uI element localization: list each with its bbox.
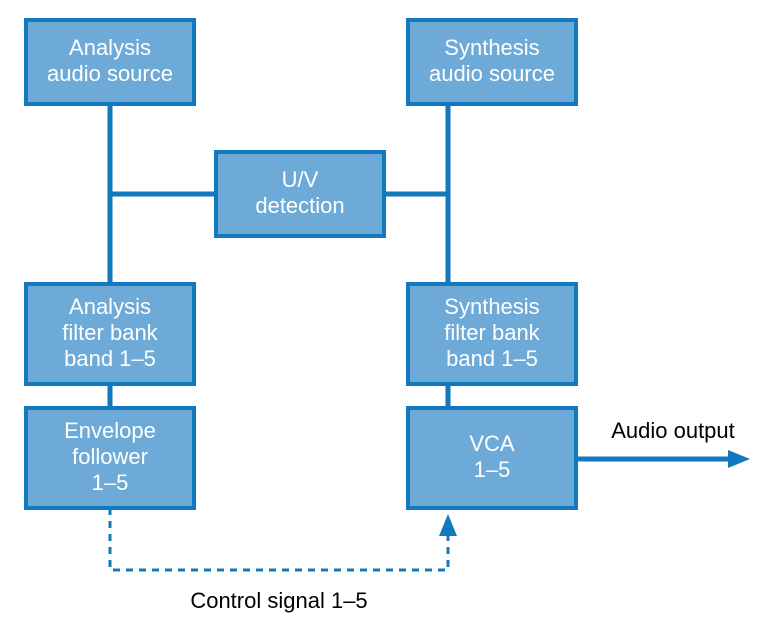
arrowhead xyxy=(439,514,457,536)
node-text-line: 1–5 xyxy=(474,457,511,482)
node-uv: U/Vdetection xyxy=(216,152,384,236)
control-signal-label: Control signal 1–5 xyxy=(190,588,367,613)
node-text-line: detection xyxy=(255,193,344,218)
node-text-line: filter bank xyxy=(444,320,540,345)
audio-output-label: Audio output xyxy=(611,418,735,443)
node-env: Envelopefollower1–5 xyxy=(26,408,194,508)
node-analysis-fb: Analysisfilter bankband 1–5 xyxy=(26,284,194,384)
node-synthesis-src: Synthesisaudio source xyxy=(408,20,576,104)
node-text-line: VCA xyxy=(469,431,515,456)
node-text-line: U/V xyxy=(282,167,319,192)
node-text-line: audio source xyxy=(429,61,555,86)
arrowhead xyxy=(728,450,750,468)
control-signal-arrow xyxy=(110,508,448,570)
node-text-line: Envelope xyxy=(64,418,156,443)
node-text-line: band 1–5 xyxy=(446,346,538,371)
node-text-line: filter bank xyxy=(62,320,158,345)
node-text-line: band 1–5 xyxy=(64,346,156,371)
node-text-line: Synthesis xyxy=(444,294,539,319)
node-analysis-src: Analysisaudio source xyxy=(26,20,194,104)
node-text-line: Analysis xyxy=(69,35,151,60)
node-vca: VCA1–5 xyxy=(408,408,576,508)
node-text-line: Synthesis xyxy=(444,35,539,60)
node-text-line: follower xyxy=(72,444,148,469)
node-text-line: audio source xyxy=(47,61,173,86)
node-text-line: Analysis xyxy=(69,294,151,319)
node-synthesis-fb: Synthesisfilter bankband 1–5 xyxy=(408,284,576,384)
node-text-line: 1–5 xyxy=(92,470,129,495)
